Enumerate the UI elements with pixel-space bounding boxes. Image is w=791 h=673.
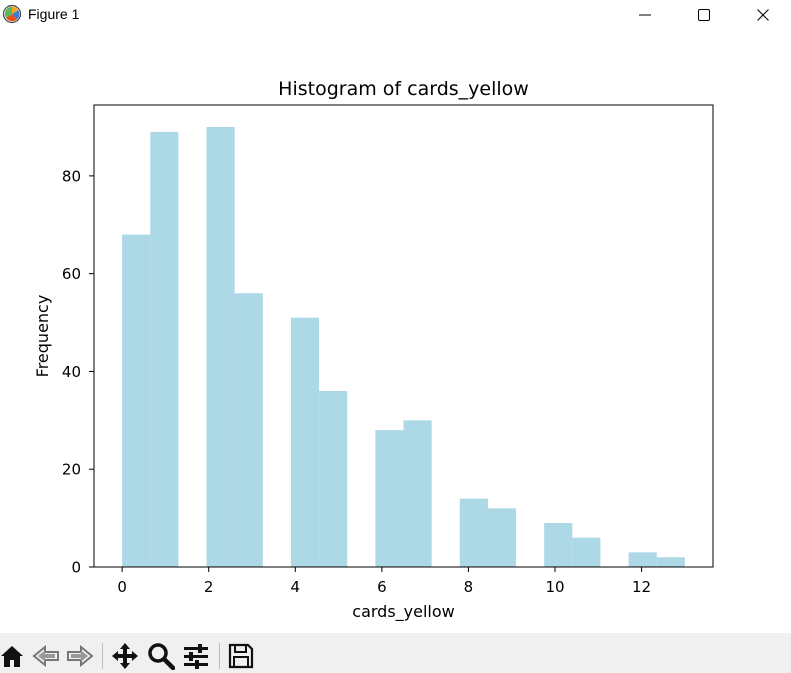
forward-arrow-icon <box>67 644 94 668</box>
axes-frame <box>93 104 714 568</box>
histogram-bar-16 <box>572 537 601 567</box>
x-tick-label: 10 <box>545 578 564 596</box>
histogram-bar-6 <box>290 317 320 567</box>
pan-button[interactable] <box>109 641 141 671</box>
pan-move-icon <box>112 643 138 669</box>
x-tick-label: 6 <box>377 578 387 596</box>
x-tick-label: 4 <box>291 578 301 596</box>
histogram-bar-3 <box>206 127 235 567</box>
figure-canvas[interactable]: 0 2 4 6 8 10 12 0 20 40 60 80 Histogram of cards_y… <box>0 32 791 632</box>
histogram-bar-4 <box>234 293 263 567</box>
window-title: Figure 1 <box>28 6 80 22</box>
histogram-chart: 0 2 4 6 8 10 12 0 20 40 60 80 Histogram of cards_y… <box>33 78 714 622</box>
window-titlebar: Figure 1 <box>0 0 791 32</box>
histogram-bar-1 <box>150 131 179 567</box>
home-icon <box>1 646 23 667</box>
y-tick-label: 40 <box>62 363 81 381</box>
maximize-button[interactable] <box>681 0 727 30</box>
x-tick-label: 12 <box>632 578 651 596</box>
histogram-bar-19 <box>656 557 685 567</box>
configure-subplots-icon <box>184 644 208 669</box>
zoom-magnifier-icon <box>148 643 175 670</box>
save-button[interactable] <box>225 641 257 671</box>
chart-title: Histogram of cards_yellow <box>278 78 529 100</box>
close-icon <box>757 9 769 21</box>
back-button[interactable] <box>30 641 62 671</box>
minimize-icon <box>639 14 651 16</box>
toolbar-separator <box>102 643 103 669</box>
x-tick-label: 8 <box>464 578 474 596</box>
x-axis-label: cards_yellow <box>352 602 454 622</box>
y-axis-ticks: 0 20 40 60 80 <box>62 167 94 577</box>
histogram-bar-15 <box>544 523 573 567</box>
home-button[interactable] <box>0 641 28 671</box>
histogram-bar-7 <box>319 391 348 567</box>
histogram-bar-10 <box>403 420 432 567</box>
histogram-bar-0 <box>122 234 151 568</box>
histogram-bar-18 <box>628 552 657 567</box>
navigation-toolbar <box>0 633 791 673</box>
y-tick-label: 80 <box>62 167 81 185</box>
close-button[interactable] <box>740 0 786 30</box>
maximize-icon <box>698 9 710 21</box>
y-tick-label: 0 <box>71 559 81 577</box>
y-tick-label: 20 <box>62 461 81 479</box>
matplotlib-icon <box>2 4 22 24</box>
bars-group <box>122 127 685 568</box>
save-icon <box>228 643 254 669</box>
forward-button[interactable] <box>64 641 96 671</box>
x-tick-label: 2 <box>204 578 214 596</box>
configure-subplots-button[interactable] <box>180 641 212 671</box>
zoom-button[interactable] <box>145 641 177 671</box>
y-axis-label: Frequency <box>33 295 52 378</box>
histogram-bar-12 <box>459 498 488 567</box>
x-tick-label: 0 <box>117 578 127 596</box>
x-axis-ticks: 0 2 4 6 8 10 12 <box>117 567 651 596</box>
y-tick-label: 60 <box>62 265 81 283</box>
histogram-bar-13 <box>487 508 517 567</box>
toolbar-separator <box>219 643 220 669</box>
minimize-button[interactable] <box>622 0 668 30</box>
histogram-bar-9 <box>375 430 404 567</box>
back-arrow-icon <box>32 644 59 668</box>
